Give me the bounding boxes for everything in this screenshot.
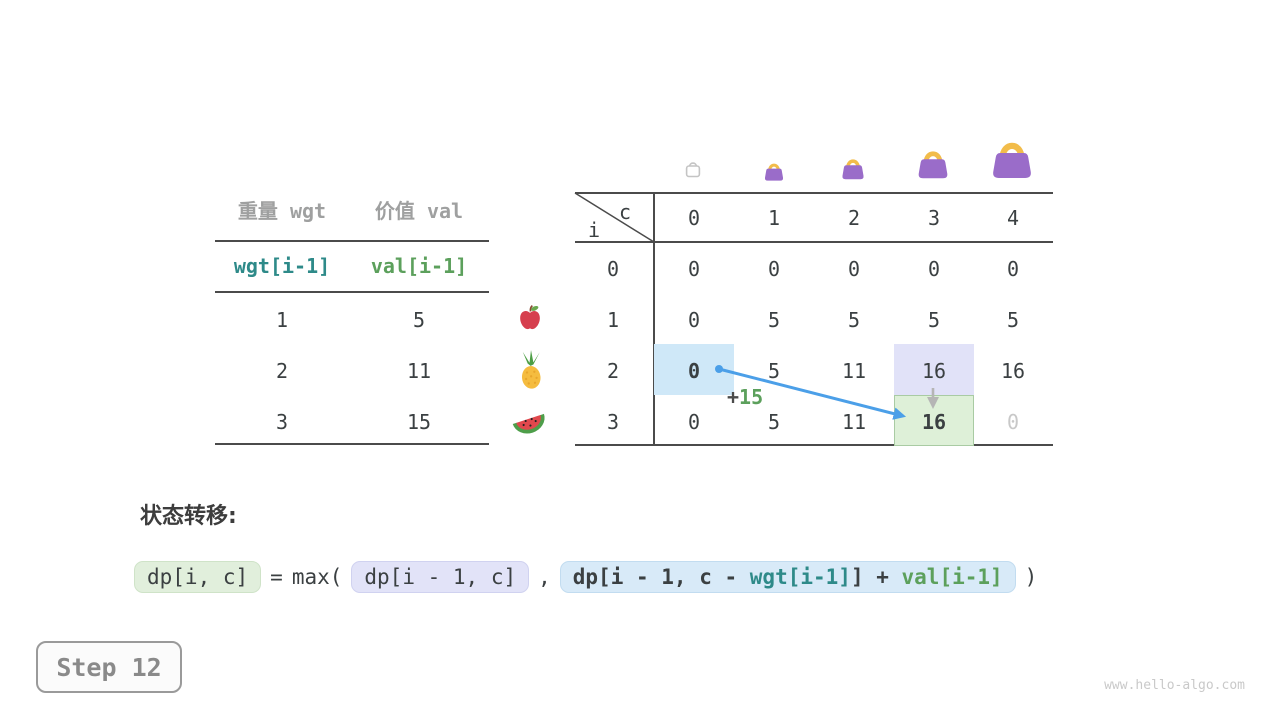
dp-cell-r0-c2: 0 (847, 257, 861, 281)
dp-cell-r0-c4: 0 (1006, 257, 1020, 281)
formula-max-func: max( (291, 565, 343, 589)
dp-col-header-2: 2 (847, 206, 861, 230)
dp-table-vertical-border (653, 192, 655, 446)
dp-table-header-border (575, 241, 1053, 243)
item-table-header-weight: 重量 wgt (237, 199, 327, 223)
dp-cell-r3-c1: 5 (767, 410, 781, 434)
formula-arg1: dp[i - 1, c] (351, 561, 530, 593)
formula-comma: , (538, 565, 551, 589)
highlight-compare-cell (894, 344, 974, 395)
dp-cell-r3-c2: 11 (841, 410, 867, 434)
dp-corner-row-label: i (588, 218, 601, 242)
formula-arg2-wgt: wgt[i-1] (749, 565, 851, 589)
pineapple-icon (519, 349, 541, 389)
dp-corner-col-label: c (619, 200, 632, 224)
bag-l-icon (993, 142, 1031, 178)
item-row-2-val: 11 (406, 359, 432, 383)
dp-col-header-4: 4 (1006, 206, 1020, 230)
formula-equals: = (270, 565, 283, 589)
dp-table-top-border (575, 192, 1053, 194)
dp-cell-r2-c2: 11 (841, 359, 867, 383)
dp-cell-r0-c0: 0 (687, 257, 701, 281)
dp-cell-r3-c0: 0 (687, 410, 701, 434)
item-table-val-formula: val[i-1] (370, 254, 468, 278)
apple-icon (520, 304, 540, 330)
dp-corner-diagonal (574, 192, 655, 243)
item-table-divider-top (215, 240, 489, 242)
item-row-2-wgt: 2 (275, 359, 289, 383)
dp-row-header-0: 0 (606, 257, 620, 281)
bag-xs-icon (764, 163, 784, 181)
dp-row-header-2: 2 (606, 359, 620, 383)
dp-cell-r1-c1: 5 (767, 308, 781, 332)
dp-cell-r2-c1: 5 (767, 359, 781, 383)
bag-m-icon (918, 151, 948, 179)
formula-close-paren: ) (1024, 565, 1038, 589)
dp-cell-r2-c3: 16 (921, 359, 947, 383)
add-value-annotation: +15 (727, 385, 763, 409)
watermelon-icon (512, 413, 545, 434)
dp-row-header-1: 1 (606, 308, 620, 332)
item-table-divider-bottom (215, 443, 489, 445)
add-value-number: 15 (739, 385, 764, 409)
dp-cell-r1-c0: 0 (687, 308, 701, 332)
item-table-header-value: 价值 val (374, 199, 464, 223)
add-value-plus: + (727, 385, 740, 409)
item-row-3-wgt: 3 (275, 410, 289, 434)
bag-ghost-icon (685, 162, 701, 178)
state-transition-formula: dp[i, c] = max( dp[i - 1, c] , dp[i - 1,… (134, 561, 1046, 593)
dp-cell-r2-c4: 16 (1000, 359, 1026, 383)
watermark-url: www.hello-algo.com (1104, 678, 1245, 693)
dp-row-header-3: 3 (606, 410, 620, 434)
dp-cell-r1-c4: 5 (1006, 308, 1020, 332)
dp-cell-r3-c4: 0 (1006, 410, 1020, 434)
step-badge: Step 12 (36, 641, 182, 693)
dp-cell-r0-c3: 0 (927, 257, 941, 281)
item-row-1-val: 5 (412, 308, 426, 332)
dp-cell-r1-c2: 5 (847, 308, 861, 332)
step-badge-label: Step 12 (56, 652, 162, 682)
formula-arg2-mid: ] + (850, 565, 902, 589)
dp-cell-r0-c1: 0 (767, 257, 781, 281)
item-row-1-wgt: 1 (275, 308, 289, 332)
dp-cell-r3-c3: 16 (921, 410, 947, 434)
item-table-divider-mid (215, 291, 489, 293)
bag-s-icon (842, 159, 864, 180)
dp-cell-r2-c0: 0 (687, 359, 701, 383)
item-table-wgt-formula: wgt[i-1] (233, 254, 331, 278)
dp-table-bottom-border (575, 444, 1053, 446)
dp-col-header-1: 1 (767, 206, 781, 230)
formula-arg2-prefix: dp[i - 1, c - (572, 565, 750, 589)
dp-cell-r1-c3: 5 (927, 308, 941, 332)
formula-arg2: dp[i - 1, c - wgt[i-1]] + val[i-1] (559, 561, 1016, 593)
formula-arg2-val: val[i-1] (901, 565, 1003, 589)
formula-lhs: dp[i, c] (134, 561, 262, 593)
item-row-3-val: 15 (406, 410, 432, 434)
dp-col-header-0: 0 (687, 206, 701, 230)
state-transition-heading: 状态转移: (140, 504, 237, 529)
dp-col-header-3: 3 (927, 206, 941, 230)
